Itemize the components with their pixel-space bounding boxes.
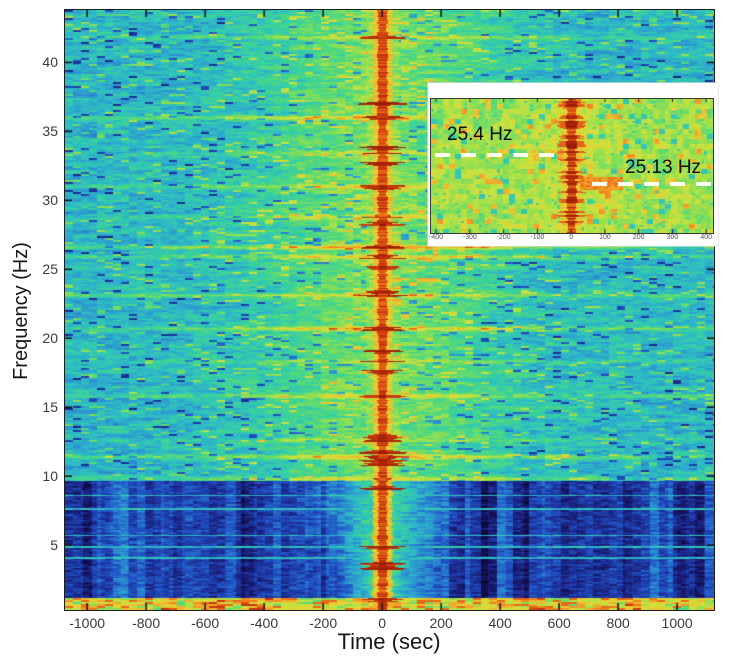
y-axis-label: Frequency (Hz) bbox=[10, 242, 32, 380]
x-tick-label: 800 bbox=[606, 615, 630, 631]
x-tick-label: -800 bbox=[132, 615, 161, 631]
x-tick-label: 200 bbox=[429, 615, 453, 631]
inset-spectrogram-canvas bbox=[430, 98, 714, 234]
y-tick-label: 25 bbox=[42, 261, 58, 278]
inset-x-tick-label: -400 bbox=[429, 234, 444, 241]
inset-x-tick-label: -100 bbox=[530, 234, 545, 241]
x-tick-label: -400 bbox=[250, 615, 279, 631]
y-tick-label: 15 bbox=[42, 399, 58, 416]
y-tick-label: 30 bbox=[42, 192, 58, 209]
x-tick-label: -200 bbox=[309, 615, 338, 631]
annotation-25-4hz: 25.4 Hz bbox=[447, 124, 513, 145]
inset-x-tick-label: -300 bbox=[462, 234, 477, 241]
x-tick-label: 1000 bbox=[661, 615, 693, 631]
x-axis-label: Time (sec) bbox=[337, 629, 441, 654]
inset-x-tick-label: 400 bbox=[700, 234, 713, 241]
x-tick-label: -1000 bbox=[69, 615, 106, 631]
dashed-line-25-4hz bbox=[435, 153, 563, 157]
y-tick-label: 20 bbox=[42, 330, 58, 347]
dashed-line-25-13hz bbox=[592, 182, 716, 186]
y-tick-label: 40 bbox=[42, 54, 58, 71]
y-tick-label: 35 bbox=[42, 123, 58, 140]
y-tick-label: 10 bbox=[42, 468, 58, 485]
inset-x-tick-label: 200 bbox=[632, 234, 645, 241]
x-tick-label: 0 bbox=[378, 615, 387, 631]
x-tick-label: -600 bbox=[191, 615, 220, 631]
y-tick-label: 5 bbox=[50, 537, 58, 554]
inset-panel: 25.4 Hz 25.13 Hz -400 -300 -200 -100 0 100 200… bbox=[428, 83, 718, 246]
inset-x-tick-label: 300 bbox=[666, 234, 679, 241]
inset-x-tick-label: -200 bbox=[496, 234, 511, 241]
x-tick-label: 400 bbox=[488, 615, 512, 631]
inset-x-tick-label: 0 bbox=[569, 234, 574, 241]
annotation-25-13hz: 25.13 Hz bbox=[625, 157, 702, 178]
inset-x-tick-label: 100 bbox=[599, 234, 611, 241]
x-tick-label: 600 bbox=[547, 615, 571, 631]
